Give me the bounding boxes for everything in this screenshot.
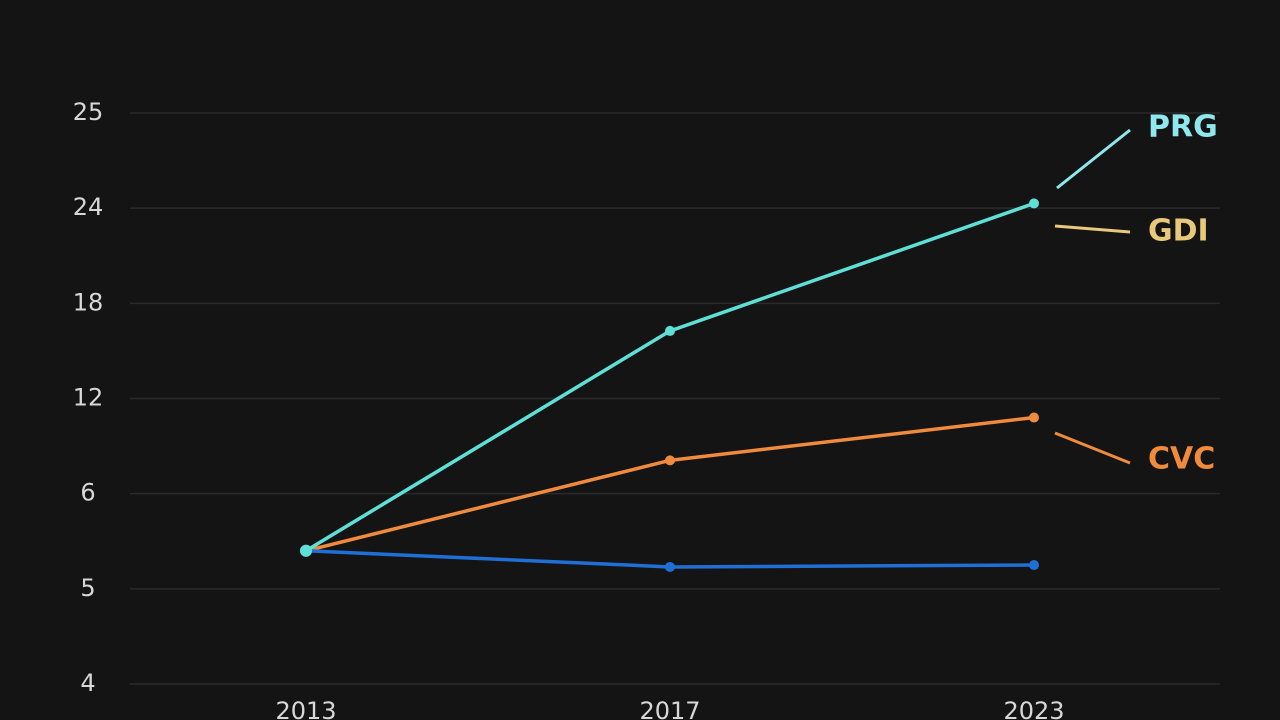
y-tick-label: 24 bbox=[73, 193, 104, 221]
x-tick-label: 2023 bbox=[1003, 697, 1064, 720]
label-leader bbox=[1054, 431, 1131, 465]
y-tick-label: 25 bbox=[73, 98, 104, 126]
y-tick-label: 18 bbox=[73, 288, 104, 316]
point bbox=[300, 544, 312, 557]
point bbox=[665, 561, 675, 572]
series-label: PRG bbox=[1148, 110, 1218, 145]
label-leader bbox=[1054, 224, 1131, 234]
label-leader bbox=[1056, 128, 1131, 190]
y-tick-label: 5 bbox=[80, 574, 95, 602]
series-label: GDI bbox=[1148, 214, 1209, 249]
x-tick-label: 2017 bbox=[639, 697, 700, 720]
point bbox=[1029, 198, 1039, 209]
y-tick-label: 6 bbox=[80, 479, 95, 507]
series-label: CVC bbox=[1148, 442, 1215, 477]
y-tick-label: 12 bbox=[73, 384, 104, 412]
y-tick-label: 4 bbox=[80, 669, 95, 697]
point bbox=[1029, 560, 1039, 571]
point bbox=[665, 455, 675, 466]
series-line bbox=[305, 201, 1035, 553]
point bbox=[665, 325, 675, 336]
x-tick-label: 2013 bbox=[275, 697, 336, 720]
point bbox=[1029, 412, 1039, 423]
